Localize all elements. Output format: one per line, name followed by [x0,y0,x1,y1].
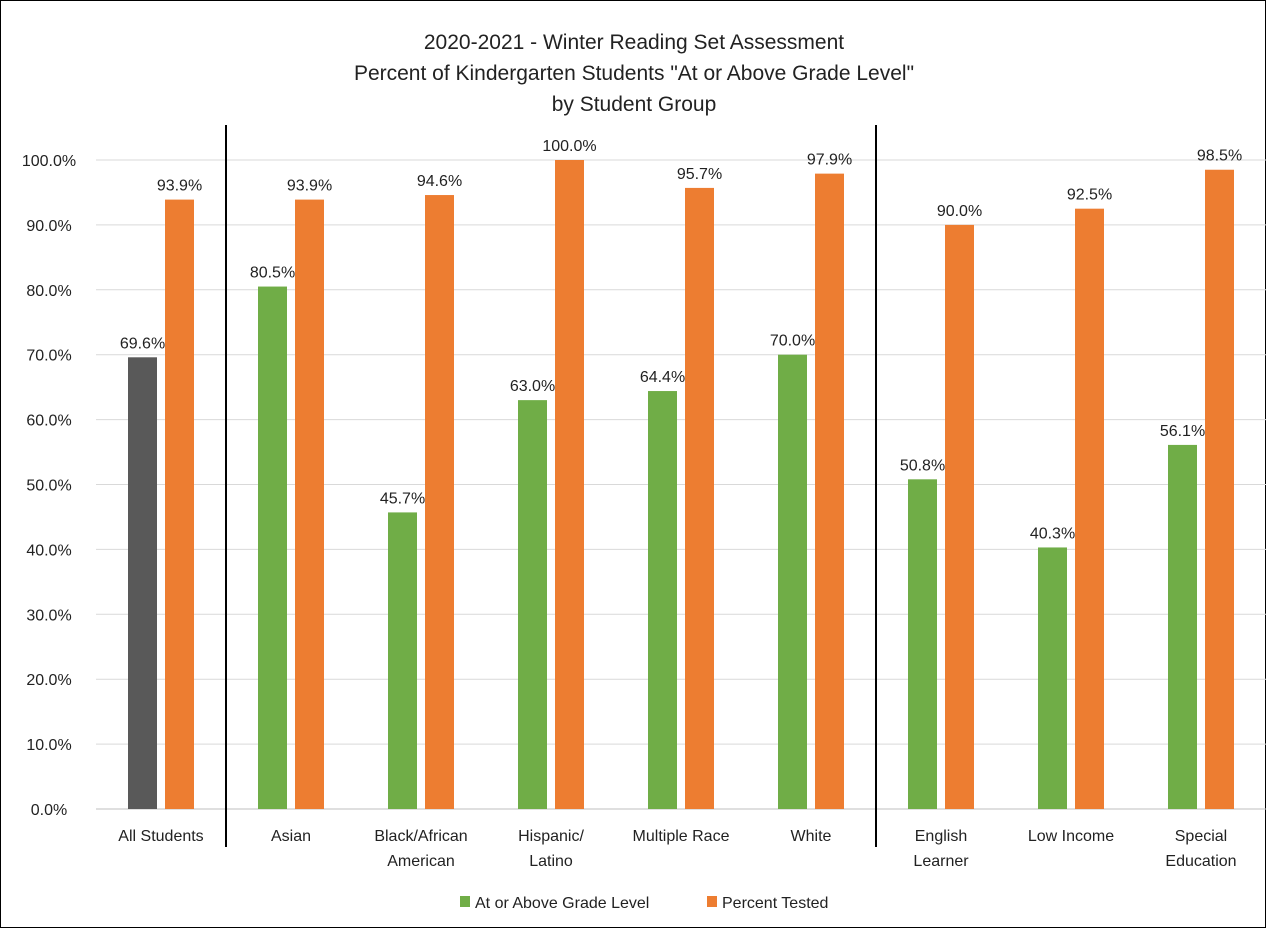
data-label: 95.7% [677,166,722,183]
data-label: 92.5% [1067,187,1112,204]
legend-swatch-percent-tested [707,896,717,907]
legend-label: Percent Tested [722,895,828,912]
y-tick-label: 30.0% [26,607,71,624]
data-label: 69.6% [120,335,165,352]
y-tick-label: 10.0% [26,737,71,754]
bar-percent-tested [685,187,714,810]
x-tick-label: American [387,853,455,870]
x-tick-label: Learner [913,853,969,870]
x-tick-label: Special [1175,828,1227,845]
data-label: 63.0% [510,378,555,395]
data-label: 93.9% [157,178,202,195]
y-tick-label: 70.0% [26,348,71,365]
x-tick-label: All Students [118,828,203,845]
bar-at-or-above [258,286,287,809]
bar-percent-tested [165,199,194,810]
data-label: 40.3% [1030,525,1075,542]
chart-title-line-2: Percent of Kindergarten Students "At or … [353,62,915,85]
x-tick-label: Multiple Race [633,828,730,845]
bar-percent-tested [1075,208,1104,810]
x-tick-label: Asian [271,828,311,845]
y-tick-label: 90.0% [26,218,71,235]
y-tick-label: 50.0% [26,478,71,495]
x-tick-label: Hispanic/ [518,828,584,845]
bar-at-or-above [128,357,157,809]
data-label: 45.7% [380,490,425,507]
x-tick-label: Education [1165,853,1236,870]
x-tick-label: Black/African [374,828,467,845]
data-label: 100.0% [542,138,596,155]
x-tick-label: Latino [529,853,573,870]
legend-swatch-at-or-above [460,896,470,907]
bar-at-or-above [1168,444,1197,809]
bar-percent-tested [425,195,454,809]
bar-at-or-above [388,512,417,809]
x-tick-label: Low Income [1028,828,1114,845]
y-tick-label: 20.0% [26,672,71,689]
y-tick-label: 0.0% [31,802,67,819]
y-tick-label: 60.0% [26,413,71,430]
data-label: 56.1% [1160,423,1205,440]
bar-percent-tested [1205,169,1234,810]
bar-at-or-above [518,400,547,809]
data-label: 64.4% [640,369,685,386]
data-label: 50.8% [900,457,945,474]
bar-percent-tested [815,173,844,809]
data-label: 97.9% [807,152,852,169]
bar-at-or-above [648,391,677,809]
data-label: 93.9% [287,178,332,195]
y-tick-label: 80.0% [26,283,71,300]
y-tick-label: 40.0% [26,542,71,559]
data-label: 98.5% [1197,148,1242,165]
bar-percent-tested [295,199,324,810]
x-tick-label: White [791,828,832,845]
x-tick-label: English [915,828,967,845]
legend-label: At or Above Grade Level [475,895,649,912]
y-tick-label: 100.0% [22,153,76,170]
data-label: 70.0% [770,333,815,350]
bar-at-or-above [1038,547,1067,809]
chart-title-line-3: by Student Group [551,93,717,116]
bar-at-or-above [778,354,807,809]
data-label: 80.5% [250,265,295,282]
data-label: 94.6% [417,173,462,190]
chart-title-line-1: 2020-2021 - Winter Reading Set Assessmen… [423,31,845,54]
data-label: 90.0% [937,203,982,220]
bar-at-or-above [908,479,937,809]
bar-percent-tested [945,224,974,809]
bar-percent-tested [555,160,584,809]
